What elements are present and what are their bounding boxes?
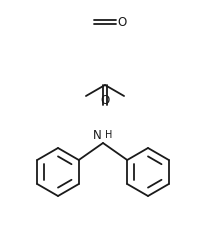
Text: O: O [100,94,110,107]
Text: H: H [105,130,112,140]
Text: O: O [117,16,126,29]
Text: N: N [93,129,102,142]
